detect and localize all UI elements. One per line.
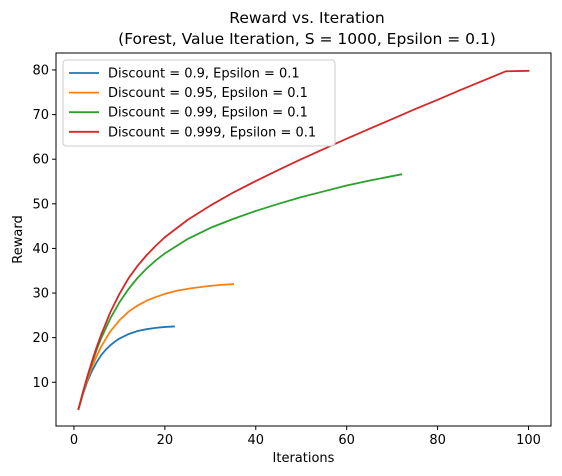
y-tick-label: 10: [32, 376, 49, 391]
plot-frame: [55, 52, 552, 427]
y-axis-ticks: 10 20 30 40 50 60 70 80: [32, 63, 56, 391]
y-tick-label: 50: [32, 197, 49, 212]
y-tick-label: 80: [32, 63, 49, 78]
y-tick-label: 30: [32, 287, 49, 302]
x-tick-label: 0: [70, 433, 78, 448]
chart-title-line-1: Reward vs. Iteration: [229, 9, 385, 27]
y-tick-label: 60: [32, 153, 49, 168]
legend-box: [62, 59, 336, 147]
legend-entries: Discount = 0.9, Epsilon = 0.1 Discount = …: [69, 67, 316, 140]
legend-label-1: Discount = 0.9, Epsilon = 0.1: [108, 67, 300, 82]
y-tick-label: 20: [32, 331, 49, 346]
legend: Discount = 0.9, Epsilon = 0.1 Discount = …: [62, 59, 336, 147]
legend-label-4: Discount = 0.999, Epsilon = 0.1: [108, 125, 316, 140]
x-axis-ticks: 0 20 40 60 80 100: [70, 426, 541, 448]
legend-label-3: Discount = 0.99, Epsilon = 0.1: [108, 106, 308, 121]
series-line-1: [77, 325, 175, 411]
series-line-2: [77, 283, 235, 411]
x-tick-label: 100: [516, 433, 541, 448]
x-tick-label: 80: [429, 433, 446, 448]
series-lines: [77, 69, 530, 411]
x-tick-label: 60: [338, 433, 355, 448]
x-tick-label: 40: [247, 433, 264, 448]
y-tick-label: 40: [32, 242, 49, 257]
y-tick-label: 70: [32, 108, 49, 123]
chart-title-line-2: (Forest, Value Iteration, S = 1000, Epsi…: [118, 30, 496, 48]
x-axis-label: Iterations: [273, 451, 335, 466]
y-axis-label: Reward: [11, 215, 26, 263]
series-line-4: [77, 69, 530, 411]
x-tick-label: 20: [157, 433, 174, 448]
legend-label-2: Discount = 0.95, Epsilon = 0.1: [108, 86, 308, 101]
